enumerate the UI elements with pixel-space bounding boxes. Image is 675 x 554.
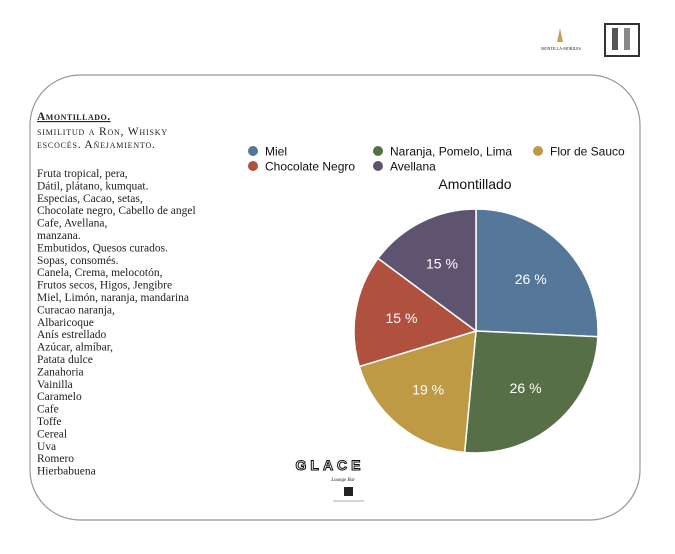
slice-label: 19 % — [412, 382, 444, 398]
note-line: Frutos secos, Higos, Jengibre — [37, 280, 172, 292]
pie-slice — [376, 208, 477, 333]
legend-label: Avellana — [390, 160, 436, 174]
slice-label: 26 % — [515, 271, 547, 287]
note-line: Cereal — [37, 428, 67, 440]
legend-label: Flor de Sauco — [550, 145, 625, 159]
note-line: Uva — [37, 441, 56, 453]
frame — [29, 74, 641, 521]
note-line: Miel, Limón, naranja, mandarina — [37, 292, 189, 304]
legend-swatch — [248, 146, 258, 156]
note-line: Vainilla — [37, 379, 73, 391]
pie-slice — [353, 257, 478, 368]
note-line: Romero — [37, 453, 74, 465]
note-line: Azúcar, almíbar, — [37, 342, 113, 354]
legend-swatch — [373, 146, 383, 156]
note-line: Caramelo — [37, 391, 82, 403]
note-line: Canela, Crema, melocotón, — [37, 267, 163, 279]
slice-label: 15 % — [386, 310, 418, 326]
note-line: Fruta tropical, pera, — [37, 168, 128, 180]
legend-label: Naranja, Pomelo, Lima — [390, 145, 512, 159]
note-line: manzana. — [37, 230, 81, 242]
note-line: Sopas, consomés. — [37, 255, 119, 267]
brand-text: MONTILLA-MORILES — [541, 46, 581, 51]
chart-title: Amontillado — [438, 176, 511, 192]
note-line: Zanahoria — [37, 366, 84, 378]
note-line: Anís estrellado — [37, 329, 107, 341]
legend-swatch — [533, 146, 543, 156]
note-line: Toffe — [37, 416, 62, 428]
note-line: Cafe, Avellana, — [37, 218, 107, 230]
slice-label: 15 % — [426, 255, 458, 271]
legend-swatch — [373, 161, 383, 171]
brand-logo: MONTILLA-MORILES — [541, 28, 581, 51]
legend-swatch — [248, 161, 258, 171]
note-line: Curacao naranja, — [37, 304, 115, 316]
pie-slice — [358, 329, 477, 454]
subtitle: escocés. Añejamiento. — [37, 139, 156, 151]
note-line: Dátil, plátano, kumquat. — [37, 180, 149, 192]
pie: 26 % 26 % 19 % 15 % 15 % — [353, 208, 599, 454]
legend-label: Miel — [265, 145, 287, 159]
note-line: Embutidos, Quesos curados. — [37, 242, 168, 254]
legend: Miel Naranja, Pomelo, Lima Flor de Sauco Ch… — [248, 145, 625, 174]
note-line: Chocolate negro, Cabello de angel — [37, 205, 196, 217]
pie-slice — [475, 208, 599, 338]
note-line: Especias, Cacao, setas, — [37, 193, 143, 205]
slice-label: 26 % — [510, 380, 542, 396]
logo-text: GLACE — [296, 457, 365, 473]
logo-tagline: Lounge Bar — [330, 478, 355, 483]
heading: Amontillado. — [37, 111, 111, 123]
pie-slice — [463, 330, 599, 454]
note-line: Hierbabuena — [37, 466, 96, 478]
notes: Fruta tropical, pera,Dátil, plátano, kum… — [37, 168, 196, 478]
note-line: Cafe — [37, 404, 59, 416]
bottle-logo — [604, 23, 640, 57]
legend-label: Chocolate Negro — [265, 160, 355, 174]
note-line: Albaricoque — [37, 317, 94, 329]
glace-logo: GLACE Lounge Bar — [295, 457, 365, 502]
note-line: Patata dulce — [37, 354, 93, 366]
subtitle: similitud a Ron, Whisky — [37, 126, 168, 138]
